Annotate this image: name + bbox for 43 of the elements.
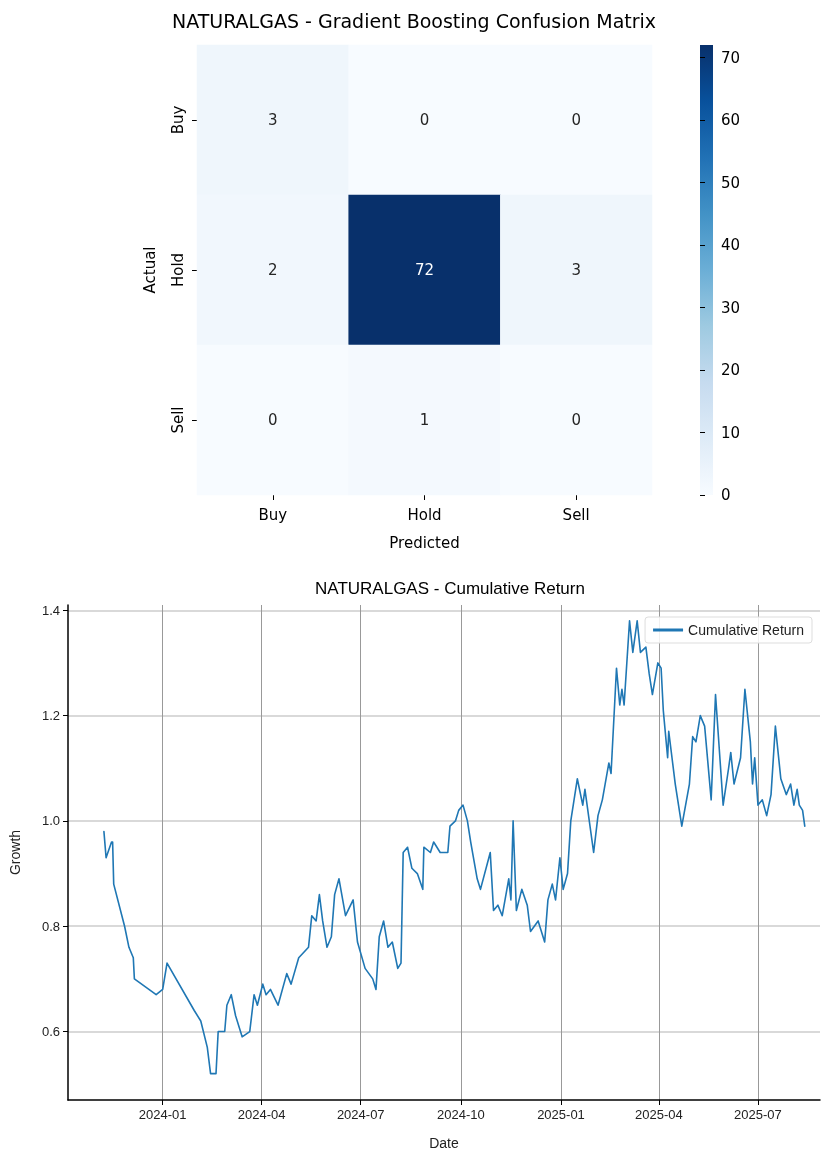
x-tick-label: 2024-01 xyxy=(138,1107,187,1122)
data-label: 0 xyxy=(419,111,430,129)
color-bar-label: 70 xyxy=(721,48,741,67)
color-bar-label: 30 xyxy=(721,298,741,317)
data-label: 0 xyxy=(571,411,581,429)
color-bar-label: 0 xyxy=(721,486,731,504)
y-tick-label: 1.4 xyxy=(41,602,60,618)
color-bar-label: 50 xyxy=(721,173,741,192)
color-bar-label: 10 xyxy=(721,423,741,442)
y-tick-label: 0.8 xyxy=(41,918,60,934)
color-bar-label: 60 xyxy=(721,111,741,129)
y-tick-label: Sell xyxy=(168,406,187,434)
y-axis-title: Actual xyxy=(140,246,159,294)
color-bar-label: 40 xyxy=(721,236,741,254)
x-tick-label: Sell xyxy=(562,505,590,524)
line-series xyxy=(103,620,806,1075)
x-tick-label: 2025-07 xyxy=(734,1107,782,1122)
y-tick-label: 1.0 xyxy=(41,813,60,829)
y-axis-title: Growth xyxy=(7,829,23,876)
data-label: 0 xyxy=(571,111,581,129)
data-label: 72 xyxy=(414,261,435,279)
data-label: 3 xyxy=(268,111,278,129)
color-bar-label: 20 xyxy=(721,361,741,379)
x-tick-label: 2025-01 xyxy=(537,1107,585,1122)
data-label: 0 xyxy=(268,411,278,429)
x-tick-label: 2024-10 xyxy=(437,1107,485,1122)
y-tick-label: Buy xyxy=(168,105,187,135)
x-axis-title: Date xyxy=(429,1135,459,1151)
data-label: 1 xyxy=(419,411,430,429)
x-axis-title: Predicted xyxy=(389,533,460,552)
data-label: 2 xyxy=(268,261,278,279)
y-tick-label: Hold xyxy=(168,252,187,288)
x-tick-label: 2025-04 xyxy=(635,1107,683,1122)
y-tick-label: 1.2 xyxy=(41,708,60,724)
legend-label: Cumulative Return xyxy=(688,622,804,638)
x-tick-label: 2024-07 xyxy=(336,1107,385,1122)
x-tick-label: Buy xyxy=(258,505,288,524)
chart-title: NATURALGAS - Gradient Boosting Confusion Matrix xyxy=(171,9,657,32)
x-tick-label: 2024-04 xyxy=(237,1107,286,1122)
data-label: 3 xyxy=(571,261,581,279)
chart-title: NATURALGAS - Cumulative Return xyxy=(315,579,585,598)
y-tick-label: 0.6 xyxy=(41,1024,60,1040)
x-tick-label: Hold xyxy=(407,505,442,524)
